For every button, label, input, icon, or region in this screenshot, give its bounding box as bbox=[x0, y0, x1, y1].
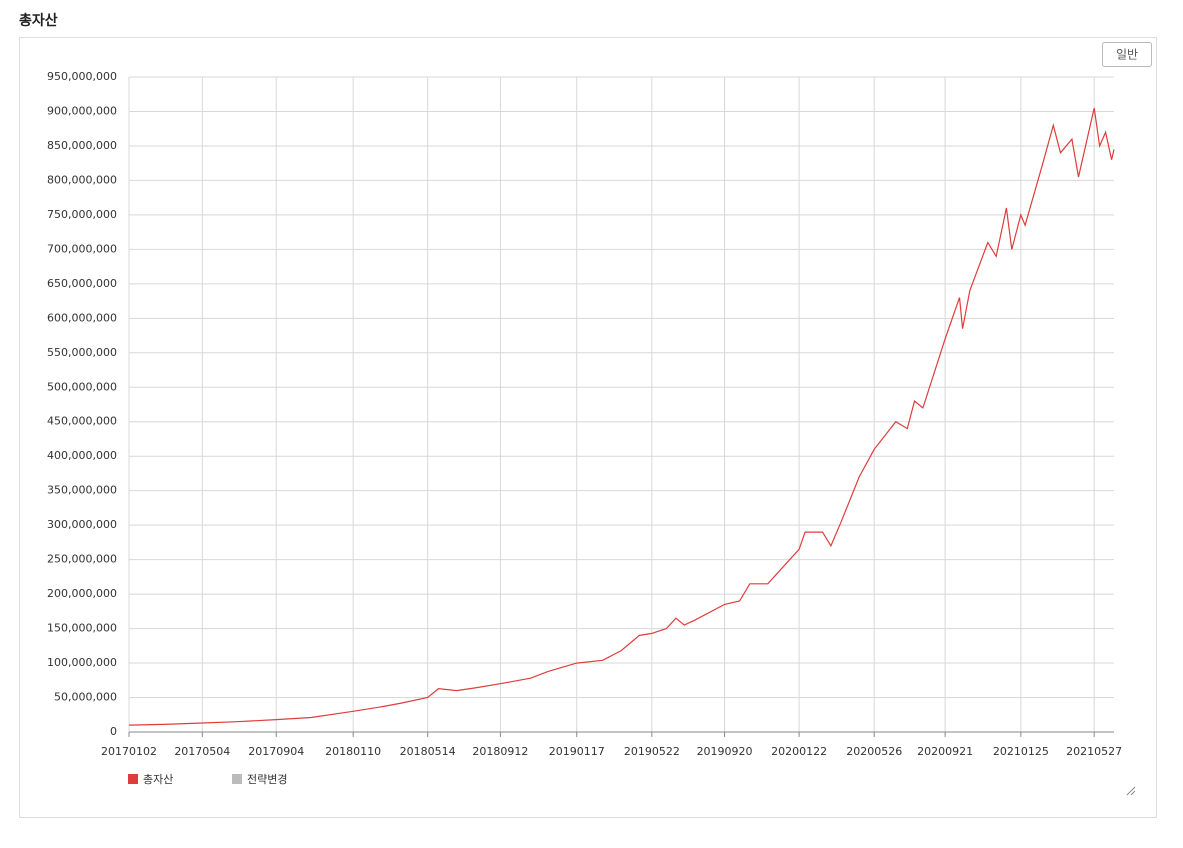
x-tick-label: 20170504 bbox=[174, 745, 230, 758]
y-tick-label: 250,000,000 bbox=[47, 553, 117, 566]
y-tick-label: 350,000,000 bbox=[47, 484, 117, 497]
legend-swatch bbox=[128, 774, 138, 784]
x-tick-label: 20200921 bbox=[917, 745, 973, 758]
x-tick-label: 20170102 bbox=[101, 745, 157, 758]
x-tick-label: 20190920 bbox=[697, 745, 753, 758]
x-tick-label: 20190522 bbox=[624, 745, 680, 758]
y-tick-label: 50,000,000 bbox=[54, 691, 117, 704]
x-tick-label: 20210125 bbox=[993, 745, 1049, 758]
mode-button-label[interactable]: 일반 bbox=[1116, 48, 1138, 62]
legend-label: 총자산 bbox=[143, 773, 173, 786]
legend-label: 전략변경 bbox=[247, 773, 287, 786]
y-tick-label: 550,000,000 bbox=[47, 346, 117, 359]
mode-button[interactable] bbox=[1102, 42, 1152, 67]
x-tick-label: 20200526 bbox=[846, 745, 902, 758]
y-tick-label: 450,000,000 bbox=[47, 415, 117, 428]
x-tick-label: 20200122 bbox=[771, 745, 827, 758]
x-tick-label: 20190117 bbox=[549, 745, 605, 758]
y-tick-label: 400,000,000 bbox=[47, 449, 117, 462]
y-tick-label: 900,000,000 bbox=[47, 104, 117, 117]
y-tick-label: 0 bbox=[110, 725, 117, 738]
x-tick-label: 20180514 bbox=[400, 745, 456, 758]
y-tick-label: 200,000,000 bbox=[47, 587, 117, 600]
resize-handle bbox=[1126, 786, 1136, 796]
y-tick-label: 650,000,000 bbox=[47, 277, 117, 290]
y-tick-label: 850,000,000 bbox=[47, 139, 117, 152]
y-tick-label: 150,000,000 bbox=[47, 622, 117, 635]
y-tick-label: 750,000,000 bbox=[47, 208, 117, 221]
y-tick-label: 300,000,000 bbox=[47, 518, 117, 531]
x-tick-label: 20180912 bbox=[472, 745, 528, 758]
y-tick-label: 950,000,000 bbox=[47, 70, 117, 83]
legend-swatch bbox=[232, 774, 242, 784]
x-tick-label: 20210527 bbox=[1066, 745, 1122, 758]
x-tick-label: 20180110 bbox=[325, 745, 381, 758]
y-tick-label: 700,000,000 bbox=[47, 242, 117, 255]
x-tick-label: 20170904 bbox=[248, 745, 304, 758]
y-tick-label: 500,000,000 bbox=[47, 380, 117, 393]
chart-frame bbox=[19, 37, 1157, 818]
y-tick-label: 100,000,000 bbox=[47, 656, 117, 669]
series-line bbox=[128, 107, 1115, 726]
chart-title: 총자산 bbox=[19, 12, 58, 29]
y-tick-label: 800,000,000 bbox=[47, 173, 117, 186]
y-tick-label: 600,000,000 bbox=[47, 311, 117, 324]
